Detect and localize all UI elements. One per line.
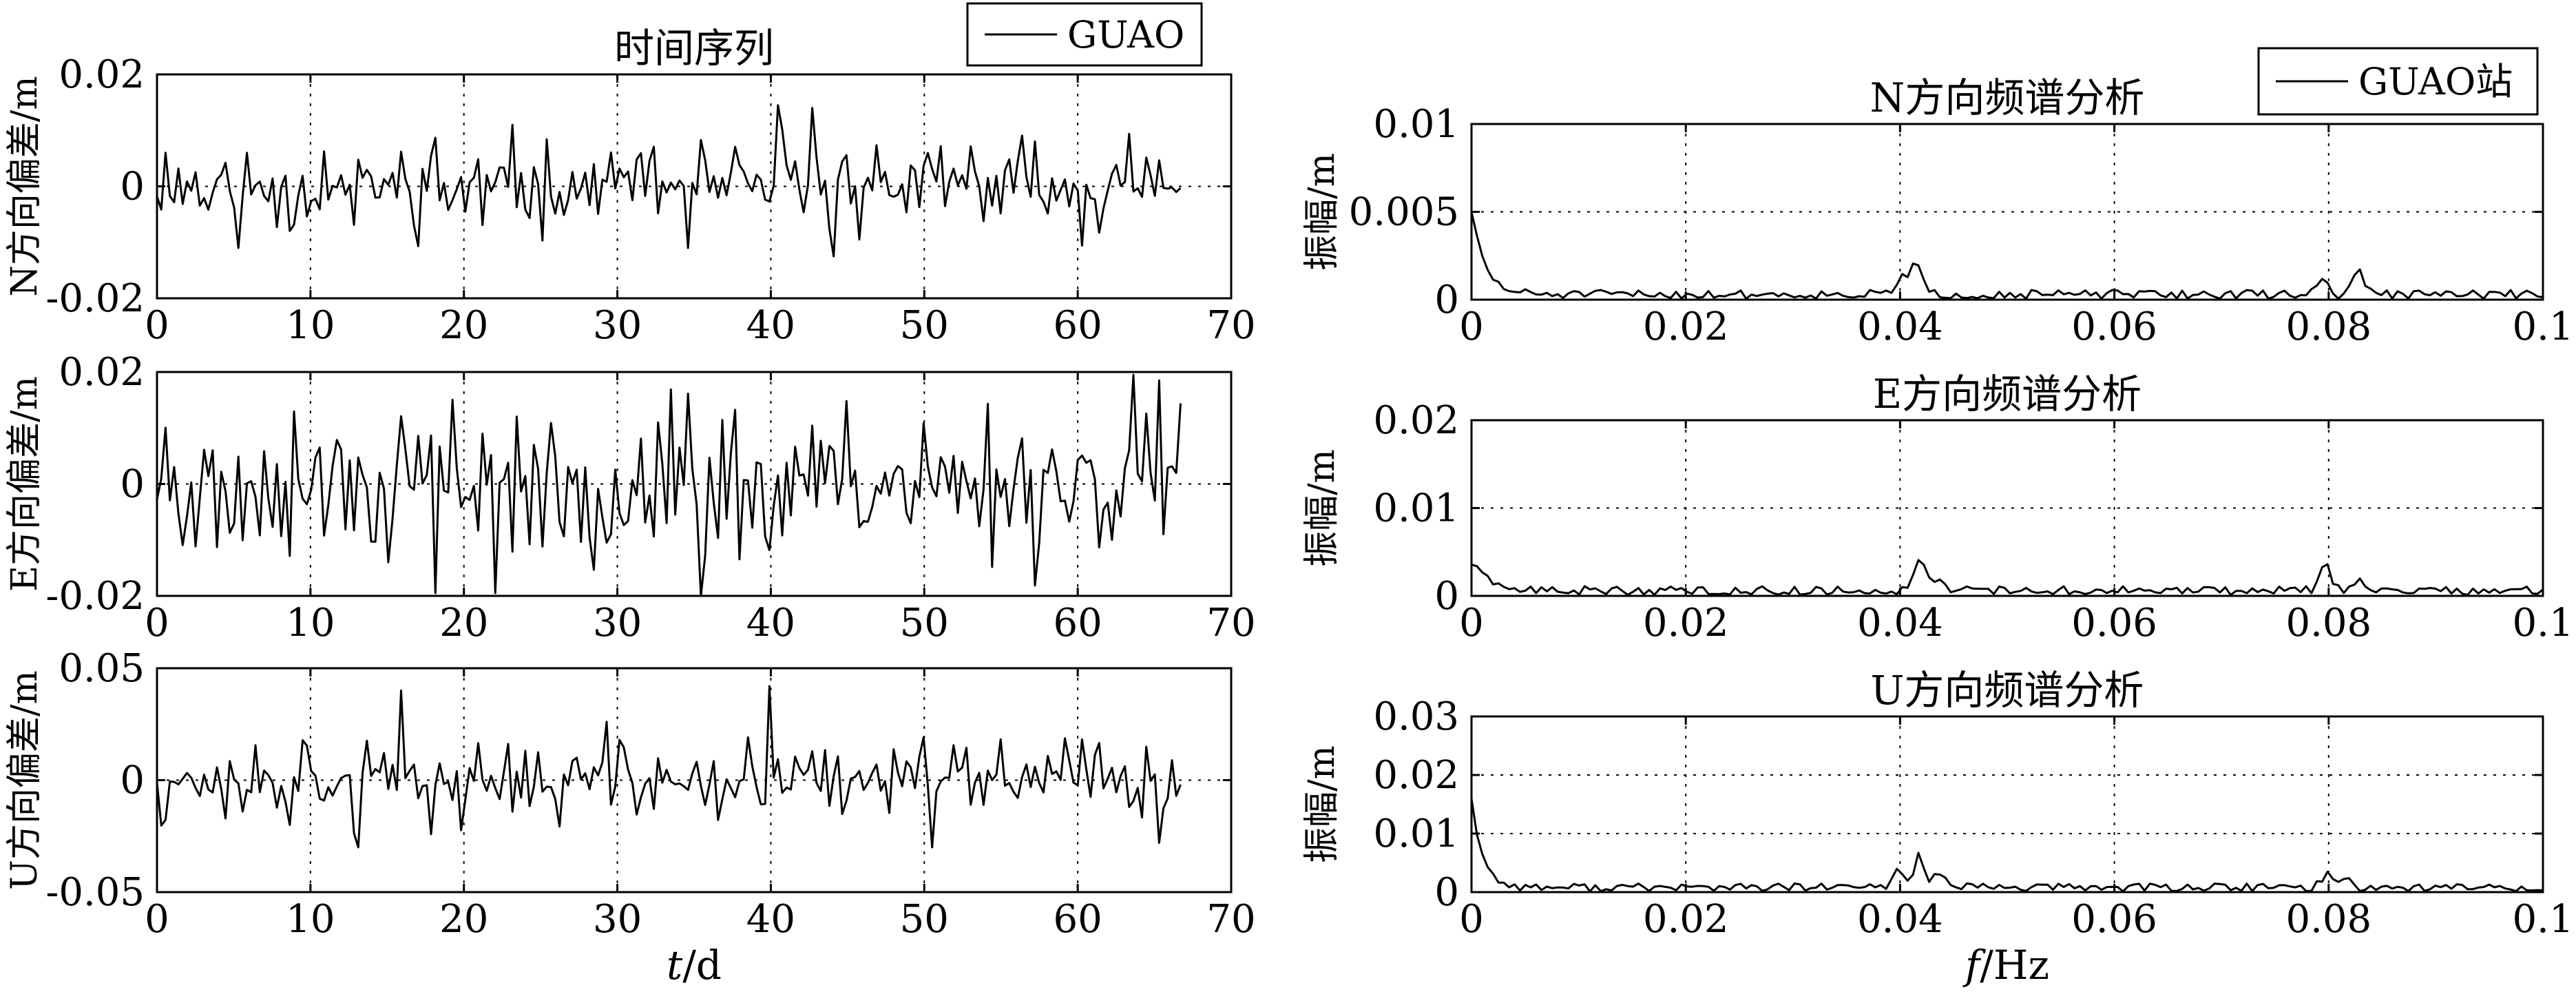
x-tick-label: 0.02 <box>1643 601 1729 645</box>
series-line-ts_u <box>156 685 1182 849</box>
x-tick-label: 50 <box>900 303 949 348</box>
y-tick-label: 0 <box>120 462 145 507</box>
legend: GUAO站 <box>2257 47 2539 116</box>
x-tick-label: 40 <box>746 601 795 645</box>
y-tick-label: 0 <box>1434 278 1459 322</box>
x-tick-label: 70 <box>1206 601 1255 645</box>
chart-title: E方向频谱分析 <box>1873 371 2142 417</box>
x-tick-label: 10 <box>286 897 335 942</box>
x-tick-label: 0.04 <box>1857 601 1943 645</box>
x-tick-label: 0.1 <box>2512 304 2573 349</box>
chart-panel-sp_u: 0 0.02 0.04 0.06 0.08 0.100.010.020.03U方向频谱分析… <box>1301 667 2574 989</box>
x-tick-label: 20 <box>439 897 488 942</box>
y-tick-label: -0.02 <box>45 574 145 619</box>
y-tick-label: -0.05 <box>45 870 145 915</box>
x-tick-label: 10 <box>286 601 335 645</box>
chart-title: U方向频谱分析 <box>1871 667 2144 714</box>
y-tick-label: -0.02 <box>45 276 145 321</box>
y-tick-label: 0 <box>120 758 145 803</box>
x-tick-label: 0.02 <box>1643 897 1729 942</box>
y-tick-label: 0.01 <box>1373 486 1459 531</box>
y-tick-label: 0.03 <box>1373 694 1459 739</box>
x-tick-label: 0.02 <box>1643 304 1729 349</box>
x-tick-label: 60 <box>1054 897 1102 942</box>
y-axis-label: E方向偏差/m <box>4 376 45 592</box>
x-tick-label: 0 <box>145 601 169 645</box>
series-line-sp_n <box>1470 211 2544 300</box>
x-tick-label: 0 <box>145 303 169 348</box>
x-tick-label: 0.04 <box>1857 304 1943 349</box>
x-tick-label: 0 <box>1459 304 1484 349</box>
y-tick-label: 0.02 <box>1373 398 1459 443</box>
chart-title: 时间序列 <box>614 25 774 72</box>
y-tick-label: 0 <box>120 165 145 209</box>
y-tick-label: 0.01 <box>1373 102 1459 147</box>
y-tick-label: 0.02 <box>59 52 145 97</box>
x-tick-label: 0 <box>1459 897 1484 942</box>
y-tick-label: 0.02 <box>1373 753 1459 798</box>
x-tick-label: 30 <box>593 897 642 942</box>
x-tick-label: 0.08 <box>2285 897 2371 942</box>
x-tick-label: 30 <box>593 303 642 348</box>
chart-title: N方向频谱分析 <box>1870 74 2145 121</box>
x-tick-label: 20 <box>439 601 488 645</box>
y-tick-label: 0.01 <box>1373 812 1459 856</box>
y-axis-label: 振幅/m <box>1301 449 1343 567</box>
x-tick-label: 0 <box>1459 601 1484 645</box>
x-tick-label: 70 <box>1206 303 1255 348</box>
y-axis-label: N方向偏差/m <box>4 76 45 296</box>
x-tick-label: 10 <box>286 303 335 348</box>
x-tick-label: 60 <box>1054 303 1102 348</box>
y-tick-label: 0 <box>1434 870 1459 915</box>
plot-frame <box>1470 715 2544 893</box>
series-line-sp_u <box>1470 798 2544 893</box>
y-axis-label: 振幅/m <box>1301 153 1343 271</box>
legend-label: GUAO站 <box>2358 60 2513 103</box>
chart-panel-sp_n: 0 0.02 0.04 0.06 0.08 0.1 0 0.005 0.01 N方向频谱分析振幅/… <box>1301 74 2574 349</box>
x-tick-label: 40 <box>746 897 795 942</box>
plot-frame <box>1470 123 2544 301</box>
series-line-sp_e <box>1471 559 2544 597</box>
x-tick-label: 50 <box>900 897 949 942</box>
series-line-ts_n <box>156 104 1182 258</box>
y-axis-label: U方向偏差/m <box>4 670 45 890</box>
x-tick-label: 40 <box>746 303 795 348</box>
plot-frame <box>156 667 1233 893</box>
x-tick-label: 60 <box>1054 601 1102 645</box>
x-tick-label: 0.06 <box>2071 601 2157 645</box>
y-tick-label: 0 <box>1434 574 1459 619</box>
series-line-ts_e <box>156 373 1182 597</box>
x-tick-label: 50 <box>900 601 949 645</box>
x-tick-label: 0.04 <box>1857 897 1943 942</box>
x-tick-label: 0.06 <box>2071 304 2157 349</box>
x-tick-label: 0 <box>145 897 169 942</box>
y-tick-label: 0.05 <box>59 646 145 691</box>
y-axis-label: 振幅/m <box>1301 745 1343 863</box>
x-axis-label: f/Hz <box>1962 942 2049 989</box>
x-tick-label: 0.08 <box>2285 304 2371 349</box>
legend: GUAO <box>966 2 1203 67</box>
y-tick-label: 0.005 <box>1349 190 1459 235</box>
plot-frame <box>1470 419 2544 597</box>
x-tick-label: 30 <box>593 601 642 645</box>
x-tick-label: 70 <box>1206 897 1255 942</box>
x-axis-label: t/d <box>667 942 722 989</box>
x-tick-label: 0.1 <box>2512 897 2573 942</box>
legend-label: GUAO <box>1067 13 1184 56</box>
x-tick-label: 0.06 <box>2071 897 2157 942</box>
x-tick-label: 0.08 <box>2285 601 2371 645</box>
x-tick-label: 0.1 <box>2512 601 2573 645</box>
x-tick-label: 20 <box>439 303 488 348</box>
y-tick-label: 0.02 <box>59 350 145 395</box>
